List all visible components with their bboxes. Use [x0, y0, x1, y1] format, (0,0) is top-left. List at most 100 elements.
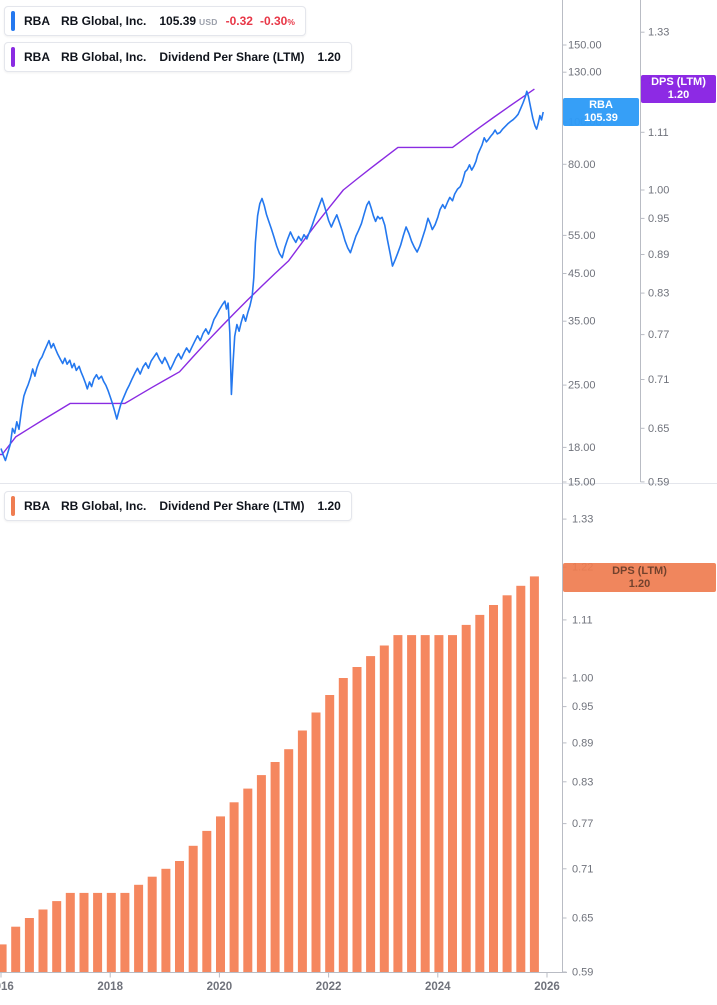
dps-bar[interactable]	[475, 614, 485, 973]
dps-bar[interactable]	[256, 775, 266, 973]
price-series-accent-bar	[11, 11, 15, 31]
dps-bar[interactable]	[352, 667, 362, 973]
x-axis-year-label: 2018	[97, 981, 123, 993]
dps-bar[interactable]	[297, 730, 307, 973]
metric-name: Dividend Per Share (LTM)	[159, 50, 305, 64]
dps-axis-label-top: 1.11	[648, 127, 669, 139]
legend-dps-row-top[interactable]: RBA RB Global, Inc. Dividend Per Share (…	[4, 42, 352, 72]
company-name: RB Global, Inc.	[61, 499, 147, 513]
dps-bar[interactable]	[65, 892, 75, 973]
dps-bar[interactable]	[188, 845, 198, 973]
dps-bar[interactable]	[529, 576, 539, 973]
dps-axis-label-top: 1.33	[648, 27, 669, 39]
dps-bar[interactable]	[202, 830, 212, 973]
dps-bar[interactable]	[379, 645, 389, 973]
company-name: RB Global, Inc.	[61, 50, 147, 64]
dps-bar[interactable]	[161, 868, 171, 973]
ticker-symbol: RBA	[24, 50, 50, 64]
dps-bar[interactable]	[516, 585, 526, 973]
dps-axis-label-bottom: 0.59	[572, 967, 593, 979]
price-axis-label: 25.00	[568, 380, 596, 392]
dps-bar[interactable]	[38, 909, 48, 973]
dps-axis-label-bottom: 1.00	[572, 673, 593, 685]
price-line[interactable]	[0, 90, 544, 462]
dps-axis-label-bottom: 1.33	[572, 514, 593, 526]
dps-bar[interactable]	[311, 712, 321, 973]
dps-bar[interactable]	[284, 749, 294, 973]
last-price: 105.39	[159, 14, 197, 28]
price-axis-label: 45.00	[568, 268, 596, 280]
dps-bar[interactable]	[325, 695, 335, 973]
dps-line[interactable]	[0, 88, 535, 456]
dps-bar[interactable]	[366, 656, 376, 973]
dps-bar[interactable]	[106, 892, 116, 973]
dps-axis-label-bottom: 0.65	[572, 913, 593, 925]
dps-bar[interactable]	[420, 635, 430, 973]
dps-bar[interactable]	[407, 635, 417, 973]
dps-bar[interactable]	[52, 901, 62, 973]
metric-value: 1.20	[317, 50, 341, 64]
dps-bar[interactable]	[93, 892, 103, 973]
dps-bar[interactable]	[79, 892, 89, 973]
metric-value: 1.20	[317, 499, 341, 513]
dps-axis-label-top: 1.00	[648, 185, 669, 197]
dps-axis-label-top: 0.83	[648, 288, 669, 300]
dps-axis-badge-bottom: DPS (LTM) 1.20	[563, 563, 716, 592]
dps-bar[interactable]	[147, 876, 157, 973]
dps-axis-label-bottom: 0.83	[572, 776, 593, 788]
dps-axis-label-bottom: 0.71	[572, 863, 593, 875]
dps-series-accent-bar	[11, 47, 15, 67]
dps-bar[interactable]	[229, 802, 239, 973]
dps-bar[interactable]	[11, 926, 21, 973]
x-axis-year-label: 2016	[0, 981, 14, 993]
price-axis-label: 15.00	[568, 477, 596, 489]
dps-axis-label-top: 0.77	[648, 329, 669, 341]
company-name: RB Global, Inc.	[61, 14, 147, 28]
x-axis-year-label: 2026	[534, 981, 560, 993]
x-axis-year-label: 2024	[425, 981, 451, 993]
price-axis-label: 80.00	[568, 159, 596, 171]
price-change: -0.32	[225, 14, 253, 28]
dps-bar[interactable]	[175, 861, 184, 973]
dps-axis-label-top: 0.59	[648, 476, 669, 488]
price-axis-label: 18.00	[568, 442, 596, 454]
percent-sign: %	[287, 17, 295, 27]
dps-bar[interactable]	[120, 892, 130, 973]
dps-axis-label-bottom: 0.77	[572, 818, 593, 830]
dps-bar[interactable]	[502, 595, 512, 973]
dps-bar[interactable]	[243, 788, 253, 973]
dps-axis-label-top: 0.89	[648, 249, 669, 261]
dps-bar[interactable]	[338, 678, 348, 973]
dps-bar[interactable]	[216, 816, 225, 973]
price-axis-label: 35.00	[568, 316, 596, 328]
price-change-percent: -0.30%	[259, 14, 295, 28]
legend-dps-row-bottom[interactable]: RBA RB Global, Inc. Dividend Per Share (…	[4, 491, 352, 521]
x-axis-year-label: 2020	[207, 981, 233, 993]
metric-name: Dividend Per Share (LTM)	[159, 499, 305, 513]
price-axis-label: 150.00	[568, 40, 602, 52]
dps-bar[interactable]	[0, 944, 7, 973]
dps-bar[interactable]	[461, 624, 471, 973]
dps-axis-label-bottom: 0.89	[572, 737, 593, 749]
last-price-axis-badge: RBA 105.39	[563, 98, 639, 126]
price-axis-label: 130.00	[568, 67, 602, 79]
ticker-symbol: RBA	[24, 499, 50, 513]
dps-bar[interactable]	[270, 762, 280, 973]
dps-axis-label-top: 0.71	[648, 374, 669, 386]
dps-axis-badge-top: DPS (LTM) 1.20	[641, 75, 716, 103]
dps-bar[interactable]	[393, 635, 403, 973]
dps-axis-label-top: 0.95	[648, 213, 669, 225]
dps-bar[interactable]	[434, 635, 444, 973]
legend-price-row[interactable]: RBA RB Global, Inc. 105.39 USD -0.32 -0.…	[4, 6, 306, 36]
ticker-symbol: RBA	[24, 14, 50, 28]
dps-bar[interactable]	[24, 918, 34, 973]
dps-axis-label-top: 0.65	[648, 423, 669, 435]
price-axis-label: 55.00	[568, 230, 596, 242]
dps-bar[interactable]	[448, 635, 457, 973]
dps-axis-label-bottom: 1.11	[572, 614, 593, 626]
dps-bar[interactable]	[489, 605, 498, 973]
dps-axis-label-bottom: 0.95	[572, 701, 593, 713]
dps-bar[interactable]	[134, 884, 144, 973]
